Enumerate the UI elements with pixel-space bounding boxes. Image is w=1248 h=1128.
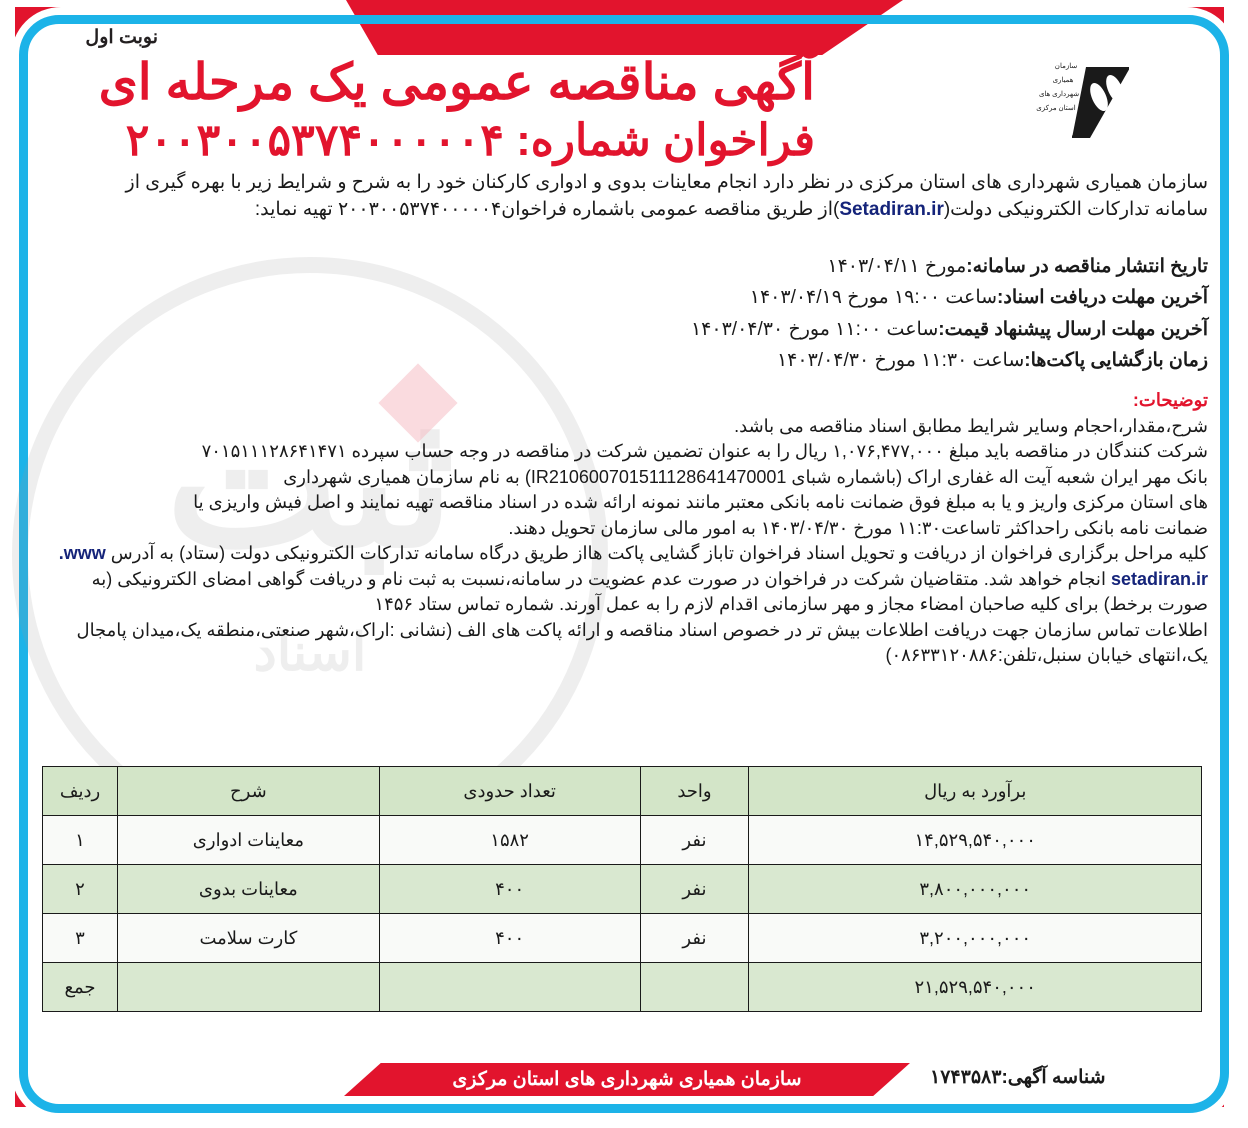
svg-text:استان مرکزی: استان مرکزی	[1036, 104, 1075, 112]
svg-text:همیاری: همیاری	[1053, 76, 1074, 84]
svg-text:شهرداری های: شهرداری های	[1039, 90, 1079, 98]
svg-text:سازمان: سازمان	[1055, 62, 1078, 70]
